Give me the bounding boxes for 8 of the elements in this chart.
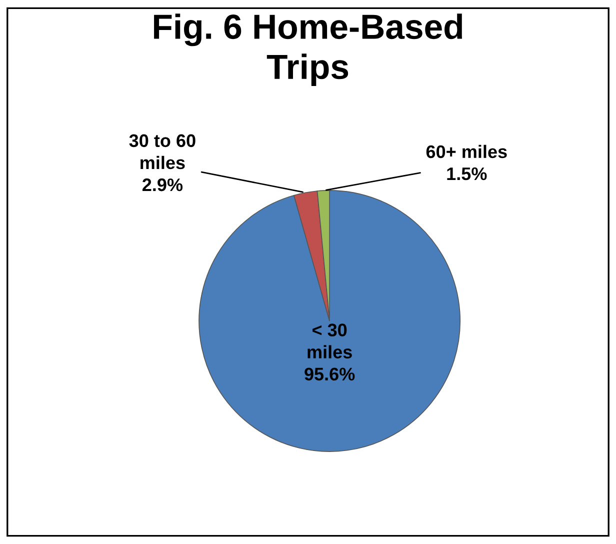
slice-label: 30 to 60 miles (129, 134, 196, 170)
slice-label: < 30 miles (308, 324, 352, 358)
chart-title: Fig. 6 Home-Based Trips (154, 14, 462, 86)
data-label: 2.9% (142, 178, 183, 192)
pie-slice (198, 190, 461, 452)
data-label: 1.5% (447, 167, 487, 180)
slice-label: 60+ miles (426, 144, 507, 158)
data-label: 95.6% (304, 368, 355, 381)
